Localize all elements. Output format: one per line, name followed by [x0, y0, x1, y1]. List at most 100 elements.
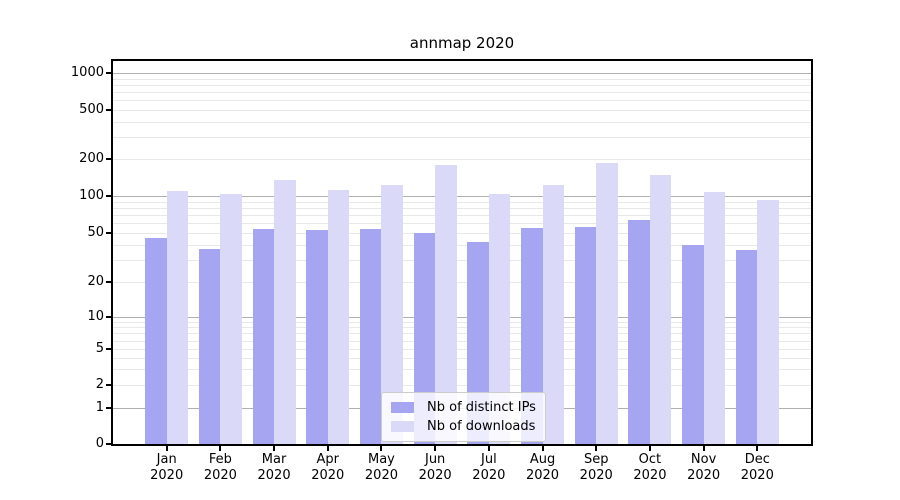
x-tick-label: Aug 2020 — [511, 452, 575, 483]
y-tick-label: 0 — [95, 436, 104, 451]
legend-label-downloads: Nb of downloads — [427, 419, 536, 434]
bar-distinct-ips — [682, 244, 704, 444]
x-tick — [541, 446, 544, 451]
y-tick — [106, 384, 111, 386]
y-tick-label: 100 — [79, 188, 104, 203]
bar-downloads — [274, 180, 296, 444]
gridline-minor — [113, 357, 811, 359]
x-tick-year: 2020 — [687, 467, 721, 483]
y-tick-label: 2 — [95, 377, 104, 392]
x-tick — [595, 446, 598, 451]
y-tick — [106, 195, 111, 197]
gridline-major — [113, 316, 811, 318]
gridline-minor — [113, 333, 811, 335]
bar-downloads — [703, 192, 726, 444]
gridline-minor — [113, 244, 811, 246]
x-tick-label: Mar 2020 — [242, 452, 306, 483]
y-tick — [106, 231, 111, 234]
bar-distinct-ips — [198, 248, 221, 444]
y-tick — [106, 315, 111, 318]
bar-downloads — [488, 194, 511, 444]
gridline-minor — [113, 369, 811, 371]
bar-downloads — [381, 185, 403, 444]
y-tick-label: 5 — [95, 341, 104, 357]
x-tick-year: 2020 — [150, 467, 184, 483]
x-tick — [756, 446, 759, 451]
bar-distinct-ips — [574, 226, 597, 444]
bar-distinct-ips — [413, 232, 436, 444]
bar-downloads — [542, 185, 565, 444]
y-tick-label: 1 — [95, 400, 104, 416]
x-tick — [648, 446, 651, 451]
x-tick — [434, 446, 437, 451]
x-tick-year: 2020 — [579, 467, 613, 483]
y-tick — [106, 407, 111, 410]
legend-swatch-downloads — [391, 421, 414, 432]
bar-distinct-ips — [735, 250, 758, 444]
gridline-minor — [113, 207, 811, 209]
x-tick-label: Sep 2020 — [564, 452, 628, 483]
legend-item-ips: Nb of distinct IPs — [391, 398, 536, 417]
x-tick-label: Apr 2020 — [296, 452, 360, 483]
legend-item-downloads: Nb of downloads — [391, 417, 536, 436]
x-tick-year: 2020 — [740, 467, 774, 483]
gridline-minor — [113, 122, 811, 123]
gridline-minor — [113, 385, 811, 386]
gridline-minor — [113, 214, 811, 216]
gridline-minor — [113, 159, 811, 161]
bar-downloads — [327, 189, 350, 444]
x-tick — [380, 446, 383, 451]
plot-area — [111, 59, 813, 446]
x-tick-year: 2020 — [311, 467, 345, 483]
x-tick-year: 2020 — [418, 467, 452, 483]
y-tick-label: 20 — [87, 273, 104, 289]
gridline-minor — [113, 349, 811, 351]
x-tick-label: Oct 2020 — [618, 452, 682, 483]
y-tick — [106, 109, 111, 111]
x-tick-year: 2020 — [364, 467, 398, 483]
gridline-major — [113, 196, 811, 197]
x-tick — [165, 446, 168, 451]
bar-distinct-ips — [521, 227, 543, 444]
gridline-minor — [113, 78, 811, 80]
gridline-minor — [113, 92, 811, 94]
x-tick-label: Feb 2020 — [188, 452, 252, 483]
gridline-minor — [113, 137, 811, 139]
legend-swatch-ips — [391, 402, 414, 413]
gridline-minor — [113, 110, 811, 111]
x-tick — [219, 446, 222, 451]
y-tick-label: 1000 — [70, 65, 104, 81]
y-tick-label: 50 — [87, 224, 104, 240]
x-tick-year: 2020 — [257, 467, 291, 483]
gridline-minor — [113, 281, 811, 283]
gridline-minor — [113, 260, 811, 262]
x-tick-label: Nov 2020 — [672, 452, 736, 483]
x-tick-year: 2020 — [633, 467, 667, 483]
x-tick — [326, 446, 329, 451]
x-tick-year: 2020 — [525, 467, 560, 483]
y-tick — [106, 443, 111, 445]
x-tick-label: May 2020 — [349, 452, 413, 483]
x-tick-label: Jul 2020 — [457, 452, 521, 483]
x-tick-label: Jun 2020 — [403, 452, 467, 483]
x-tick-year: 2020 — [472, 467, 506, 483]
gridline-minor — [113, 340, 811, 342]
gridline-minor — [113, 327, 811, 329]
x-tick — [487, 446, 490, 451]
bar-downloads — [757, 199, 779, 444]
x-tick — [702, 446, 705, 451]
y-tick-label: 200 — [79, 151, 104, 167]
bar-downloads — [435, 164, 457, 444]
x-tick-label: Dec 2020 — [725, 452, 789, 483]
y-tick — [106, 72, 111, 75]
x-tick-year: 2020 — [203, 467, 237, 483]
y-tick — [106, 280, 111, 283]
x-tick-label: Jan 2020 — [135, 452, 199, 483]
bar-distinct-ips — [628, 219, 650, 444]
bar-downloads — [649, 175, 672, 444]
bar-distinct-ips — [306, 229, 328, 444]
gridline-minor — [113, 321, 811, 323]
gridline-minor — [113, 100, 811, 102]
chart-title: annmap 2020 — [409, 34, 515, 52]
gridline-minor — [113, 232, 811, 234]
